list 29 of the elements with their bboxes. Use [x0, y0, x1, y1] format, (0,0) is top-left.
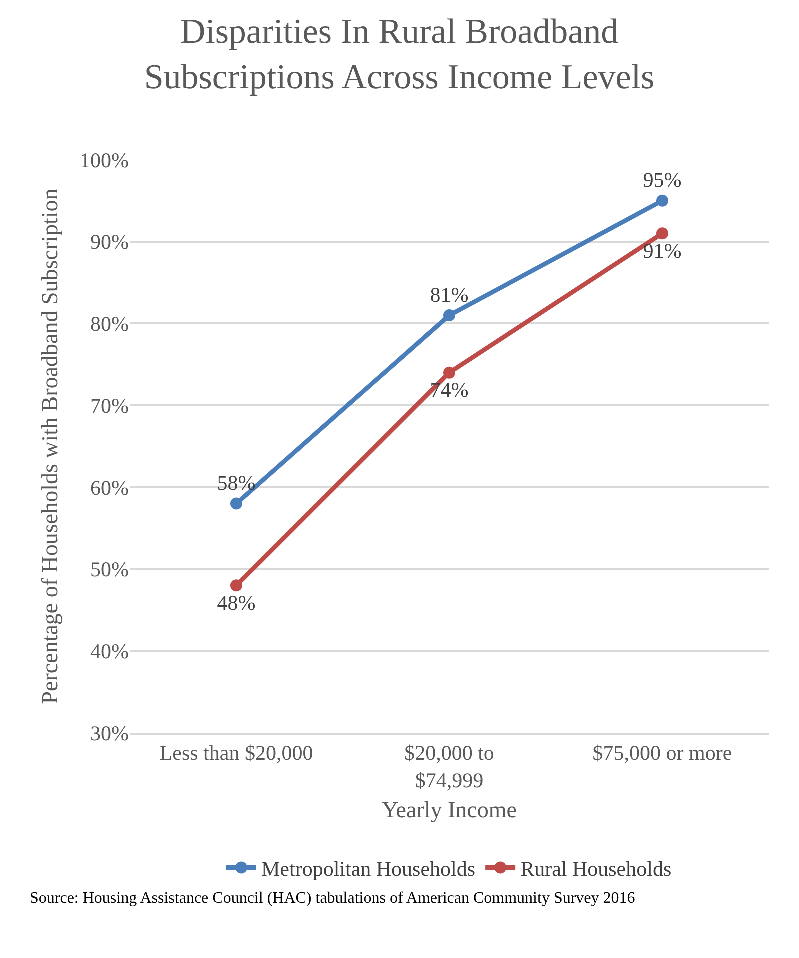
data-label: 58%: [217, 471, 256, 496]
x-tick-label: $20,000 to $74,999: [404, 740, 494, 792]
y-tick-label: 90%: [90, 230, 129, 254]
point: [656, 194, 668, 207]
y-tick-label: 80%: [90, 312, 129, 336]
point: [444, 366, 456, 379]
y-tick-label: 100%: [80, 148, 129, 172]
data-label: 48%: [217, 590, 256, 615]
legend-label: Rural Households: [520, 856, 672, 881]
data-label: 74%: [430, 378, 469, 402]
y-tick-label: 50%: [90, 558, 129, 582]
data-label: 95%: [643, 168, 682, 192]
data-label: 81%: [430, 282, 469, 307]
point: [230, 580, 242, 592]
y-tick-label: 70%: [90, 394, 129, 418]
legend-label: Metropolitan Households: [262, 856, 476, 881]
x-axis-title: Yearly Income: [382, 797, 517, 822]
data-label: 91%: [643, 238, 682, 263]
chart-title: Disparities In Rural Broadband Subscriptions Across Income Levels: [144, 12, 655, 97]
x-tick-label: Less than $20,000: [160, 740, 314, 765]
y-tick-label: 60%: [90, 476, 129, 500]
y-axis-title: Percentage of Households with Broadband Subscription: [37, 188, 62, 704]
y-tick-label: 40%: [90, 639, 129, 664]
source-note: Source: Housing Assistance Council (HAC) tabulations of American Community Survey 2016: [30, 890, 636, 907]
x-tick-label: $75,000 or more: [592, 740, 732, 765]
point: [444, 310, 456, 322]
point: [230, 498, 242, 510]
y-tick-label: 30%: [90, 721, 129, 746]
point: [656, 228, 668, 240]
